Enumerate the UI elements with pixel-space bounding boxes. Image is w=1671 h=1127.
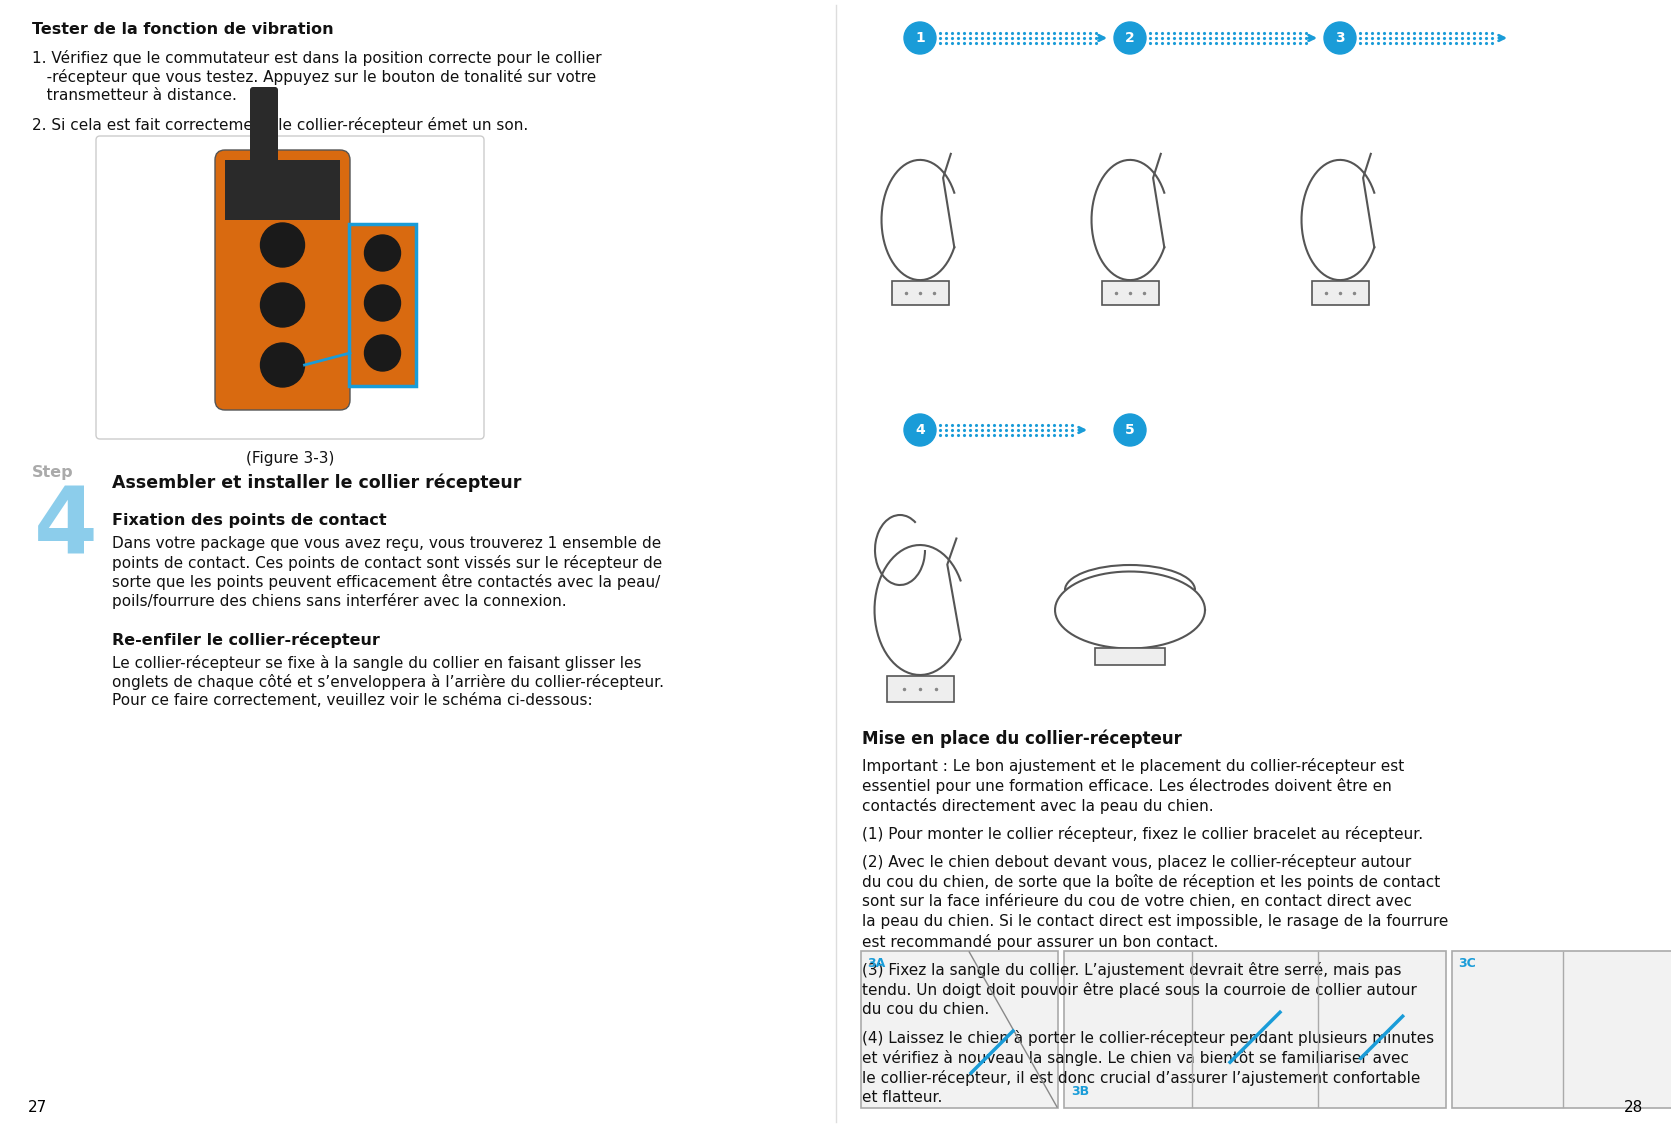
Text: la peau du chien. Si le contact direct est impossible, le rasage de la fourrure: la peau du chien. Si le contact direct e… (862, 914, 1449, 929)
Text: du cou du chien.: du cou du chien. (862, 1002, 989, 1017)
Text: 2: 2 (1125, 32, 1135, 45)
FancyBboxPatch shape (349, 224, 416, 387)
Text: Dans votre package que vous avez reçu, vous trouverez 1 ensemble de: Dans votre package que vous avez reçu, v… (112, 536, 662, 551)
Text: Pour ce faire correctement, veuillez voir le schéma ci-dessous:: Pour ce faire correctement, veuillez voi… (112, 693, 593, 708)
Text: Re-enfiler le collier-récepteur: Re-enfiler le collier-récepteur (112, 632, 379, 648)
Text: Le collier-récepteur se fixe à la sangle du collier en faisant glisser les: Le collier-récepteur se fixe à la sangle… (112, 655, 642, 671)
Text: sorte que les points peuvent efficacement être contactés avec la peau/: sorte que les points peuvent efficacemen… (112, 574, 660, 591)
Text: (1) Pour monter le collier récepteur, fixez le collier bracelet au récepteur.: (1) Pour monter le collier récepteur, fi… (862, 826, 1424, 842)
Text: onglets de chaque côté et s’enveloppera à l’arrière du collier-récepteur.: onglets de chaque côté et s’enveloppera … (112, 674, 663, 690)
Text: (2) Avec le chien debout devant vous, placez le collier-récepteur autour: (2) Avec le chien debout devant vous, pl… (862, 854, 1412, 870)
Text: 1. Vérifiez que le commutateur est dans la position correcte pour le collier: 1. Vérifiez que le commutateur est dans … (32, 50, 602, 66)
Circle shape (261, 283, 304, 327)
Text: points de contact. Ces points de contact sont vissés sur le récepteur de: points de contact. Ces points de contact… (112, 554, 662, 571)
Text: tendu. Un doigt doit pouvoir être placé sous la courroie de collier autour: tendu. Un doigt doit pouvoir être placé … (862, 982, 1417, 999)
Circle shape (1323, 23, 1355, 54)
Text: du cou du chien, de sorte que la boîte de réception et les points de contact: du cou du chien, de sorte que la boîte d… (862, 875, 1440, 890)
FancyBboxPatch shape (1312, 281, 1369, 305)
Text: 4: 4 (33, 483, 97, 573)
Text: Step: Step (32, 465, 74, 480)
Text: (4) Laissez le chien à porter le collier-récepteur pendant plusieurs minutes: (4) Laissez le chien à porter le collier… (862, 1030, 1434, 1046)
Text: sont sur la face inférieure du cou de votre chien, en contact direct avec: sont sur la face inférieure du cou de vo… (862, 894, 1412, 909)
FancyBboxPatch shape (892, 281, 949, 305)
Circle shape (364, 236, 401, 270)
Text: 28: 28 (1624, 1100, 1643, 1115)
Circle shape (904, 23, 936, 54)
Text: Fixation des points de contact: Fixation des points de contact (112, 513, 386, 529)
Text: (Figure 3-3): (Figure 3-3) (246, 451, 334, 465)
FancyBboxPatch shape (1452, 951, 1671, 1108)
Circle shape (1115, 23, 1146, 54)
Text: et flatteur.: et flatteur. (862, 1090, 942, 1104)
FancyBboxPatch shape (1064, 951, 1445, 1108)
Text: Tester de la fonction de vibration: Tester de la fonction de vibration (32, 23, 334, 37)
Text: 3: 3 (1335, 32, 1345, 45)
Text: poils/fourrure des chiens sans interférer avec la connexion.: poils/fourrure des chiens sans interfére… (112, 593, 566, 609)
FancyBboxPatch shape (216, 150, 349, 410)
FancyBboxPatch shape (226, 160, 339, 220)
FancyBboxPatch shape (887, 676, 954, 702)
FancyBboxPatch shape (861, 951, 1058, 1108)
Circle shape (364, 285, 401, 321)
Circle shape (261, 223, 304, 267)
Text: 4: 4 (916, 423, 924, 437)
Circle shape (261, 343, 304, 387)
Text: le collier-récepteur, il est donc crucial d’assurer l’ajustement confortable: le collier-récepteur, il est donc crucia… (862, 1070, 1420, 1086)
Text: 3C: 3C (1459, 957, 1475, 970)
Text: -récepteur que vous testez. Appuyez sur le bouton de tonalité sur votre: -récepteur que vous testez. Appuyez sur … (32, 69, 597, 85)
FancyBboxPatch shape (251, 87, 277, 168)
FancyBboxPatch shape (1095, 648, 1165, 665)
Circle shape (904, 414, 936, 446)
Text: 3A: 3A (867, 957, 886, 970)
FancyBboxPatch shape (1101, 281, 1158, 305)
Text: Important : Le bon ajustement et le placement du collier-récepteur est: Important : Le bon ajustement et le plac… (862, 758, 1404, 774)
Text: contactés directement avec la peau du chien.: contactés directement avec la peau du ch… (862, 798, 1213, 814)
Text: est recommandé pour assurer un bon contact.: est recommandé pour assurer un bon conta… (862, 934, 1218, 950)
Circle shape (364, 335, 401, 371)
Text: (3) Fixez la sangle du collier. L’ajustement devrait être serré, mais pas: (3) Fixez la sangle du collier. L’ajuste… (862, 962, 1402, 978)
FancyBboxPatch shape (95, 136, 485, 440)
Text: Mise en place du collier-récepteur: Mise en place du collier-récepteur (862, 730, 1181, 748)
Text: 1: 1 (916, 32, 924, 45)
Text: transmetteur à distance.: transmetteur à distance. (32, 88, 237, 103)
Text: 3B: 3B (1071, 1085, 1089, 1098)
Text: essentiel pour une formation efficace. Les électrodes doivent être en: essentiel pour une formation efficace. L… (862, 778, 1392, 795)
Text: 5: 5 (1125, 423, 1135, 437)
Text: et vérifiez à nouveau la sangle. Le chien va bientôt se familiariser avec: et vérifiez à nouveau la sangle. Le chie… (862, 1050, 1409, 1066)
Text: 2. Si cela est fait correctement, le collier-récepteur émet un son.: 2. Si cela est fait correctement, le col… (32, 117, 528, 133)
Circle shape (1115, 414, 1146, 446)
Text: Assembler et installer le collier récepteur: Assembler et installer le collier récept… (112, 473, 521, 491)
Text: 27: 27 (28, 1100, 47, 1115)
